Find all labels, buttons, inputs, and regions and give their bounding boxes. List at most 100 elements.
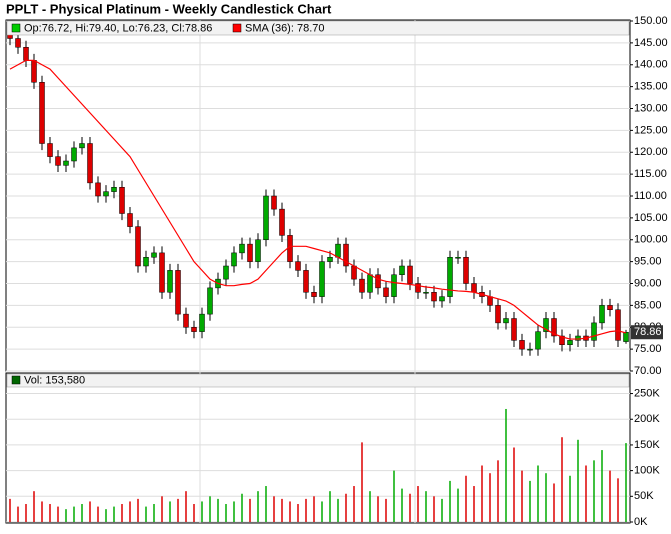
y-tick-label: 115.00 (634, 168, 667, 180)
candle-body (335, 243, 341, 258)
candle-body (303, 270, 309, 293)
candle-body (111, 187, 117, 192)
legend-box (6, 373, 630, 388)
candle-body (63, 160, 69, 166)
candle-body (311, 292, 317, 297)
legend-label: Op:76.72, Hi:79.40, Lo:76.23, Cl:78.86 (24, 22, 212, 34)
candle-body (615, 309, 621, 341)
candle-body (31, 60, 37, 83)
candle-body (527, 348, 533, 351)
candle-body (39, 82, 45, 144)
candle-body (375, 274, 381, 289)
candle-body (567, 340, 573, 345)
candle-body (23, 47, 29, 61)
y-tick-label: 70.00 (634, 365, 662, 377)
candle-body (103, 191, 109, 197)
y-tick-label: 75.00 (634, 343, 662, 355)
y-tick-label: 150K (634, 439, 660, 451)
y-tick-label: 100.00 (634, 234, 668, 246)
y-tick-label: 95.00 (634, 256, 662, 268)
legend-label: SMA (36): 78.70 (245, 22, 325, 34)
sma-line (9, 59, 627, 340)
candle-body (415, 283, 421, 293)
candle-body (351, 265, 357, 280)
candle-body (279, 208, 285, 236)
candle-body (407, 265, 413, 284)
legend-swatch (232, 23, 242, 33)
y-tick-label: 135.00 (634, 81, 668, 93)
y-tick-label: 0K (634, 516, 648, 528)
last-price-label: 78.86 (634, 326, 662, 338)
y-tick-label: 150.00 (634, 15, 668, 27)
candle-body (119, 187, 125, 214)
candle-body (391, 274, 397, 297)
candle-body (47, 143, 53, 157)
last-price-box (631, 325, 663, 340)
candle-body (223, 265, 229, 280)
candle-body (95, 182, 101, 197)
candle-body (431, 292, 437, 302)
candle-body (127, 213, 133, 227)
y-tick-label: 120.00 (634, 146, 668, 158)
candle-body (183, 313, 189, 328)
candle-body (455, 257, 461, 259)
y-tick-label: 200K (634, 413, 660, 425)
candle-body (199, 313, 205, 332)
y-tick-label: 90.00 (634, 277, 662, 289)
candle-body (247, 243, 253, 262)
candle-body (359, 278, 365, 293)
y-tick-label: 125.00 (634, 124, 668, 136)
candle-body (343, 243, 349, 267)
candle-body (263, 195, 269, 240)
legend-box (6, 20, 630, 36)
candle-body (599, 305, 605, 324)
candle-body (591, 322, 597, 341)
candle-body (55, 156, 61, 166)
candle-body (487, 296, 493, 306)
candle-body (463, 257, 469, 284)
y-tick-label: 105.00 (634, 212, 668, 224)
candle-body (575, 335, 581, 341)
y-tick-label: 50K (634, 490, 654, 502)
candle-body (447, 257, 453, 297)
candle-body (439, 296, 445, 302)
candle-body (519, 340, 525, 350)
candle-body (15, 38, 21, 48)
candle-body (535, 331, 541, 350)
candle-body (167, 270, 173, 293)
y-tick-label: 100K (634, 465, 660, 477)
candle-body (135, 226, 141, 267)
candle-body (143, 257, 149, 267)
candle-body (399, 265, 405, 275)
y-tick-label: 130.00 (634, 102, 668, 114)
candle-body (511, 318, 517, 341)
candle-body (423, 292, 429, 294)
y-tick-label: 85.00 (634, 299, 662, 311)
candle-body (71, 147, 77, 162)
y-tick-label: 145.00 (634, 37, 668, 49)
candle-body (495, 305, 501, 324)
candle-body (607, 305, 613, 310)
candle-body (319, 261, 325, 297)
candle-body (503, 318, 509, 324)
candle-body (327, 257, 333, 262)
volume-panel (5, 372, 631, 524)
candle-body (231, 252, 237, 267)
candle-body (151, 252, 157, 258)
candle-body (559, 335, 565, 345)
legend-swatch (11, 375, 21, 385)
candle-body (175, 270, 181, 315)
y-tick-label: 140.00 (634, 59, 668, 71)
candle-body (367, 274, 373, 293)
chart-title: PPLT - Physical Platinum - Weekly Candle… (6, 1, 332, 16)
candle-body (255, 239, 261, 262)
candle-body (191, 327, 197, 332)
candle-body (271, 195, 277, 210)
candle-body (471, 283, 477, 293)
candle-body (623, 331, 629, 342)
candle-body (295, 261, 301, 271)
candle-body (87, 143, 93, 184)
candle-body (551, 318, 557, 337)
